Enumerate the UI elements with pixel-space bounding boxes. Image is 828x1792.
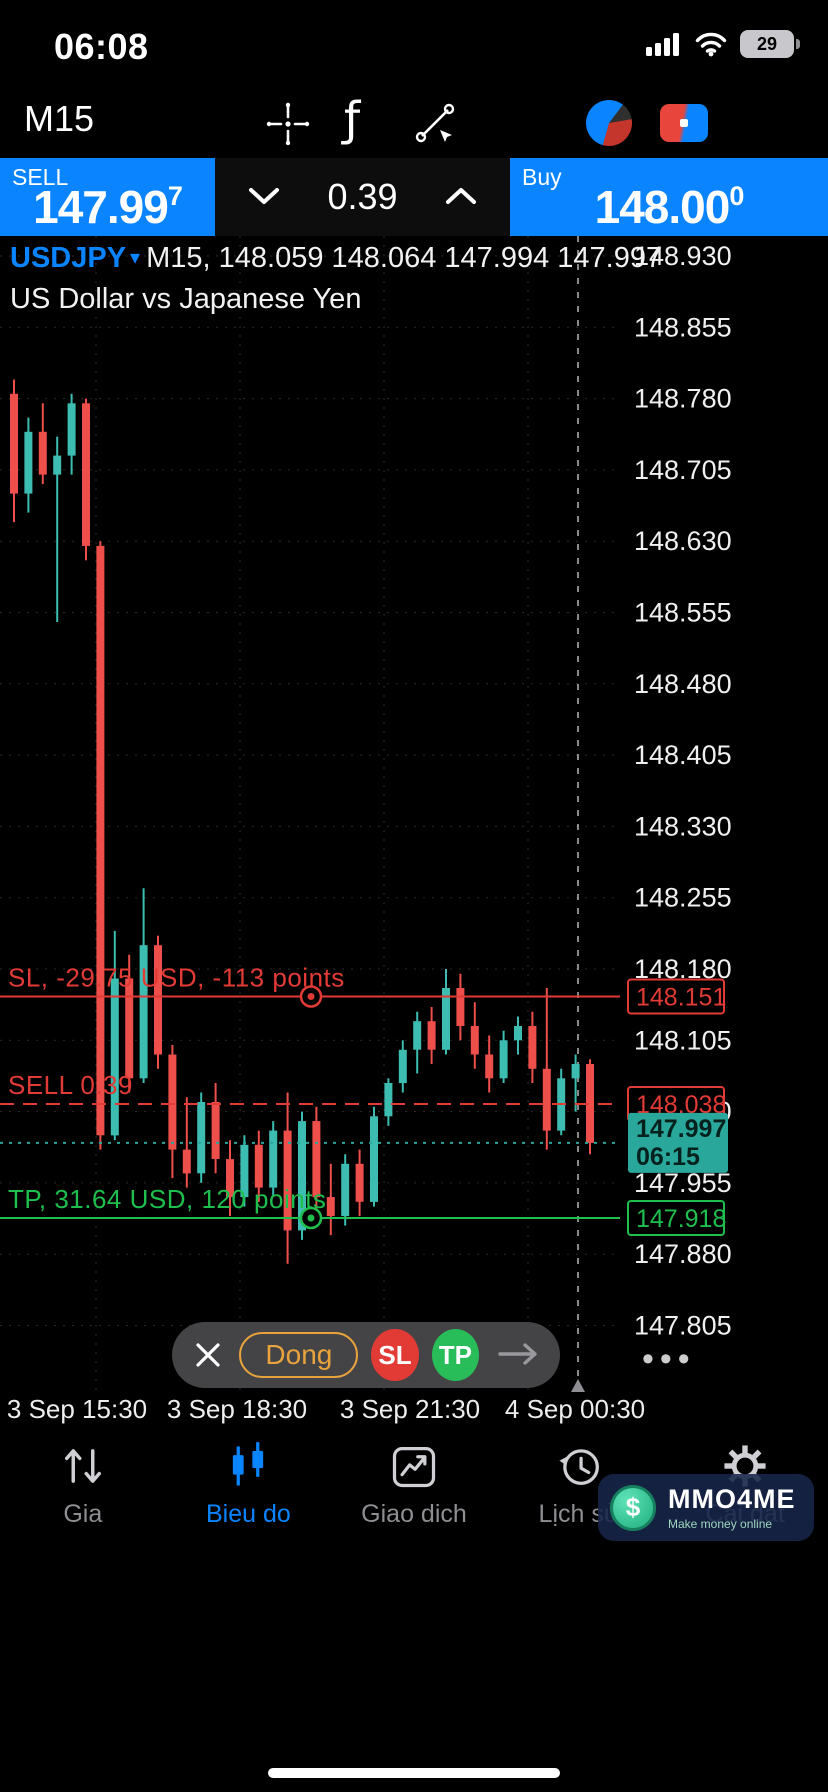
svg-text:SL, -29.75 USD, -113 points: SL, -29.75 USD, -113 points	[8, 963, 345, 993]
close-toolbar-button[interactable]	[190, 1335, 226, 1375]
volume-decrease-button[interactable]	[245, 185, 283, 210]
timeframe-button[interactable]: M15	[24, 98, 95, 139]
home-indicator[interactable]	[268, 1768, 560, 1778]
svg-text:148.705: 148.705	[634, 455, 732, 485]
nav-item-trade[interactable]: Giao dich	[331, 1428, 497, 1556]
svg-text:148.330: 148.330	[634, 811, 732, 841]
nav-label-trade: Giao dich	[361, 1500, 467, 1528]
chart-toolbar: M15 ƒ	[0, 90, 828, 158]
time-axis-label: 3 Sep 18:30	[166, 1394, 308, 1424]
volume-control: 0.39	[215, 158, 510, 236]
svg-text:148.855: 148.855	[634, 312, 732, 342]
buy-price: 148.000	[594, 181, 745, 233]
svg-text:148.480: 148.480	[634, 669, 732, 699]
watermark-subtitle: Make money online	[668, 1517, 773, 1531]
battery-percent: 29	[756, 33, 778, 54]
chart-appearance-icon[interactable]	[586, 100, 632, 146]
one-click-trading-icon[interactable]	[660, 104, 708, 142]
trade-panel: SELL 147.997 0.39 Buy 148.000	[0, 158, 828, 236]
svg-text:148.151: 148.151	[636, 984, 726, 1012]
nav-item-quotes[interactable]: Gia	[0, 1428, 166, 1556]
battery-cap	[796, 39, 800, 49]
dollar-coin-icon: $	[610, 1484, 656, 1531]
svg-text:SELL 0.39: SELL 0.39	[8, 1070, 133, 1100]
cellular-signal-icon	[646, 33, 679, 56]
watermark-title: MMO4ME	[668, 1484, 796, 1514]
buy-button[interactable]: Buy 148.000	[510, 158, 828, 236]
symbol-selector[interactable]: USDJPY	[10, 242, 127, 274]
svg-text:147.805: 147.805	[634, 1311, 732, 1341]
status-bar: 06:08 29	[0, 0, 828, 90]
candlestick-chart[interactable]: 148.930 148.855 148.780 148.705 148.630 148.5…	[0, 236, 828, 1392]
close-position-button[interactable]: Dong	[239, 1332, 359, 1378]
svg-text:148.105: 148.105	[634, 1025, 732, 1055]
status-icons: 29	[646, 30, 800, 58]
volume-increase-button[interactable]	[442, 185, 480, 210]
crosshair-icon[interactable]	[264, 100, 312, 151]
nav-item-charts[interactable]: Bieu do	[166, 1428, 332, 1556]
time-axis: 3 Sep 15:30 3 Sep 18:30 3 Sep 21:30 4 Sep 0…	[0, 1392, 828, 1428]
nav-label-quotes: Gia	[63, 1500, 103, 1528]
svg-text:TP, 31.64 USD, 120 points: TP, 31.64 USD, 120 points	[8, 1184, 326, 1214]
position-toolbar: Dong SL TP	[172, 1322, 560, 1388]
battery-icon: 29	[740, 30, 800, 58]
svg-text:148.405: 148.405	[634, 740, 732, 770]
time-axis-label: 3 Sep 15:30	[6, 1394, 148, 1424]
status-time: 06:08	[54, 26, 149, 67]
svg-text:06:15: 06:15	[636, 1143, 700, 1171]
time-axis-label: 4 Sep 00:30	[504, 1394, 646, 1424]
mmo4me-watermark: $ MMO4ME Make money online	[598, 1474, 814, 1541]
svg-text:147.997: 147.997	[636, 1115, 726, 1143]
sell-price: 147.997	[33, 181, 183, 233]
wifi-icon	[695, 32, 727, 57]
svg-text:148.255: 148.255	[634, 883, 732, 913]
buy-label: Buy	[522, 164, 562, 190]
svg-text:147.918: 147.918	[636, 1205, 726, 1233]
svg-text:148.780: 148.780	[634, 384, 732, 414]
stop-loss-button[interactable]: SL	[371, 1329, 419, 1381]
sell-label: SELL	[12, 164, 69, 190]
trade-chart-icon	[392, 1447, 436, 1488]
indicators-icon[interactable]: ƒ	[344, 92, 361, 146]
chart-area: 148.930 148.855 148.780 148.705 148.630 148.5…	[0, 236, 828, 1392]
objects-icon[interactable]	[412, 100, 460, 151]
sell-button[interactable]: SELL 147.997	[0, 158, 215, 236]
svg-text:148.555: 148.555	[634, 598, 732, 628]
history-clock-icon	[558, 1449, 599, 1485]
candlestick-nav-icon	[233, 1442, 264, 1486]
nav-label-charts: Bieu do	[205, 1500, 291, 1528]
svg-text:148.630: 148.630	[634, 526, 732, 556]
time-axis-label: 3 Sep 21:30	[339, 1394, 481, 1424]
svg-text:147.880: 147.880	[634, 1239, 732, 1269]
take-profit-button[interactable]: TP	[431, 1329, 479, 1381]
svg-text:148.930: 148.930	[634, 241, 732, 271]
volume-value[interactable]: 0.39	[327, 176, 398, 217]
chart-objects-menu-button[interactable]: •••	[642, 1340, 696, 1378]
next-arrow-icon[interactable]	[496, 1341, 542, 1370]
quotes-arrows-icon	[64, 1449, 101, 1483]
